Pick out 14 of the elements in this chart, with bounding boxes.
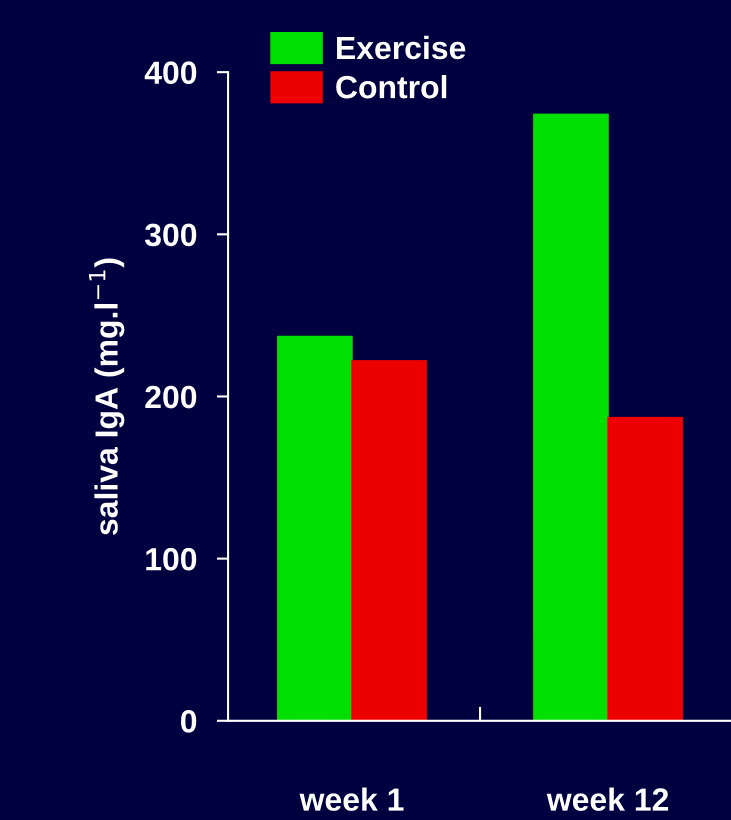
bar bbox=[533, 114, 609, 721]
bar bbox=[607, 416, 684, 721]
bar bbox=[277, 336, 353, 721]
y-tick-label: 0 bbox=[181, 710, 196, 733]
y-tick-label: 300 bbox=[144, 224, 196, 246]
x-tick-label: week 12 bbox=[546, 787, 668, 811]
y-tick-label: 100 bbox=[146, 548, 196, 571]
x-tick-label: week 1 bbox=[300, 787, 404, 811]
legend-label: Exercise bbox=[337, 36, 466, 60]
y-axis-title: saliva IgA (mg.l$^{−1}$) bbox=[89, 258, 124, 535]
legend-label: Control bbox=[336, 75, 446, 98]
y-tick-label: 200 bbox=[145, 386, 196, 408]
y-tick-label: 400 bbox=[144, 61, 196, 84]
bar bbox=[351, 360, 427, 721]
